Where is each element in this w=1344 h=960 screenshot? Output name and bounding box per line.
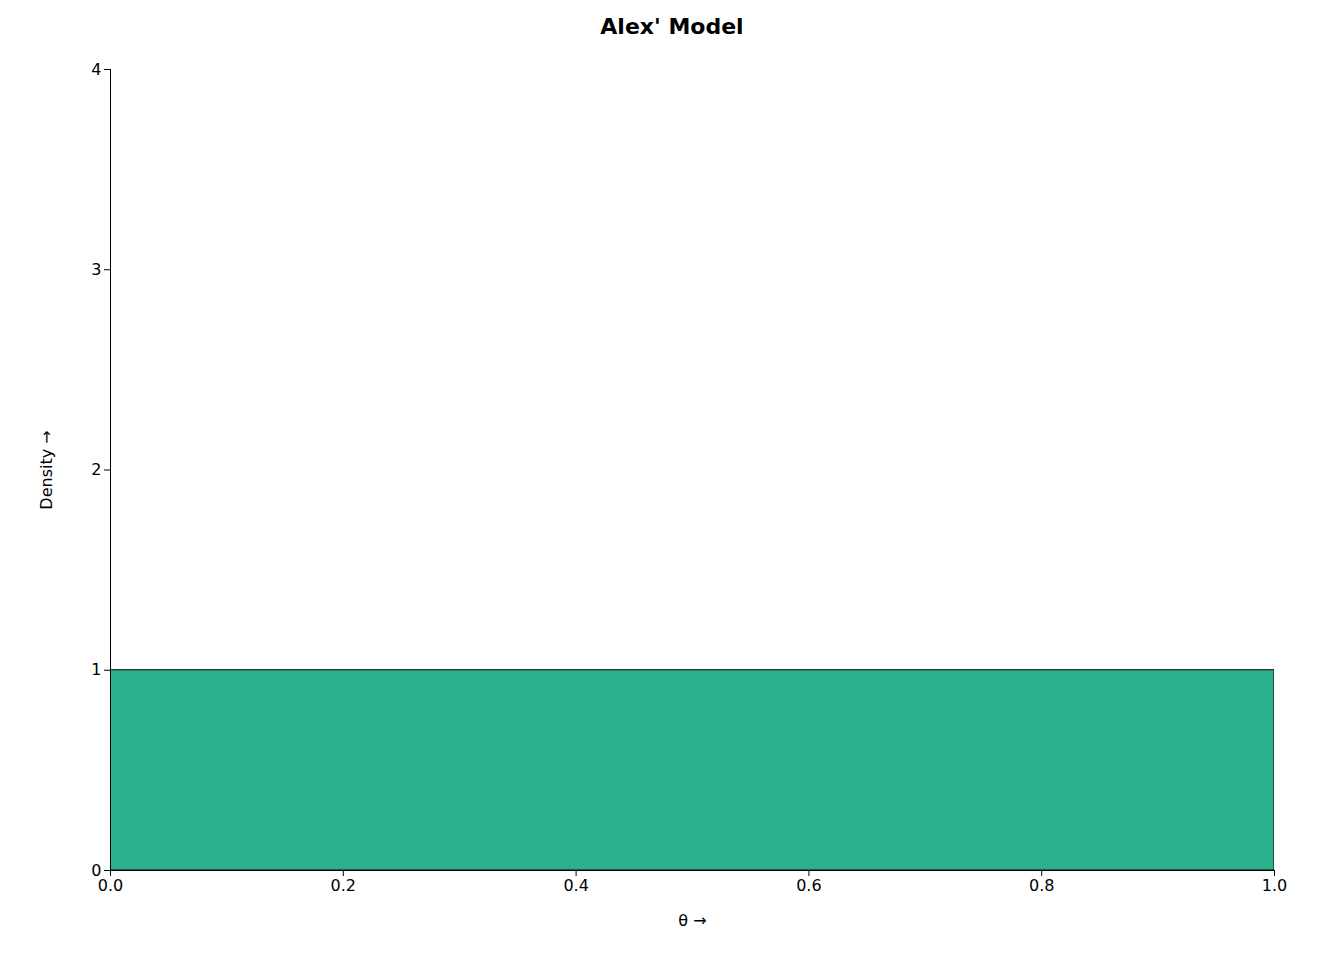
svg-text:3: 3 bbox=[91, 260, 101, 279]
svg-text:0: 0 bbox=[91, 860, 102, 880]
svg-text:1: 1 bbox=[91, 660, 101, 679]
svg-text:4: 4 bbox=[91, 60, 101, 79]
svg-text:Density →: Density → bbox=[37, 430, 56, 509]
svg-text:θ →: θ → bbox=[678, 911, 706, 930]
svg-text:1.0: 1.0 bbox=[1262, 876, 1287, 895]
svg-text:0.0: 0.0 bbox=[98, 876, 123, 895]
svg-text:0.8: 0.8 bbox=[1029, 876, 1054, 895]
svg-text:0.4: 0.4 bbox=[563, 876, 588, 895]
html-text:Alex' Model: Alex' Model bbox=[600, 14, 744, 39]
svg-text:0.6: 0.6 bbox=[796, 876, 821, 895]
svg-text:2: 2 bbox=[91, 460, 101, 479]
svg-text:0.2: 0.2 bbox=[331, 876, 356, 895]
